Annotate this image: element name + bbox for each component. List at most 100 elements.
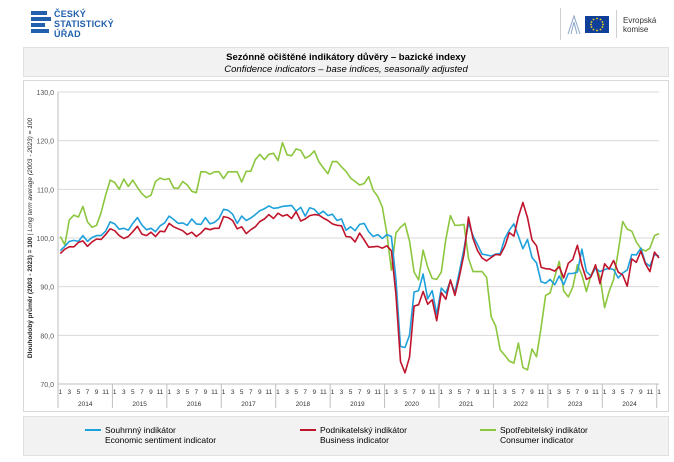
y-tick-label: 80,0 [40,333,54,340]
x-tick-label: 11 [538,389,545,396]
x-tick-label: 7 [521,389,525,396]
x-tick-label: 11 [266,389,273,396]
x-tick-label: 1 [58,389,62,396]
x-tick-label: 1 [331,389,335,396]
x-tick-label: 5 [403,389,407,396]
x-tick-label: 3 [449,389,453,396]
x-tick-label: 5 [185,389,189,396]
page-header: ČESKÝ STATISTICKÝ ÚŘAD Evropská komise [0,0,674,44]
year-label: 2018 [296,401,311,408]
x-tick-label: 9 [149,389,153,396]
x-tick-label: 7 [195,389,199,396]
x-tick-label: 5 [458,389,462,396]
x-tick-label: 5 [512,389,516,396]
y-axis-title-en: | Long term average (2003 - 2023) = 100 [27,118,34,237]
x-tick-label: 9 [639,389,643,396]
y-tick-label: 120,0 [36,139,54,146]
chart-title-cs: Sezónně očištěné indikátory důvěry – baz… [226,52,466,63]
x-tick-label: 3 [176,389,180,396]
x-tick-label: 7 [358,389,362,396]
y-axis-title-cs: Dlouhodobý průměr (2003 - 2023) = 100 [26,237,34,359]
x-tick-label: 3 [503,389,507,396]
legend-swatch [85,429,101,431]
x-tick-label: 1 [276,389,280,396]
x-tick-label: 9 [585,389,589,396]
x-tick-label: 11 [320,389,327,396]
x-tick-label: 7 [140,389,144,396]
y-tick-label: 110,0 [37,187,54,194]
x-tick-label: 3 [340,389,344,396]
x-tick-label: 7 [412,389,416,396]
x-tick-label: 1 [603,389,607,396]
x-tick-label: 7 [249,389,253,396]
x-tick-label: 9 [367,389,371,396]
legend-item-economic-sentiment: Souhrnný indikátor Economic sentiment in… [85,425,216,445]
x-tick-label: 11 [374,389,381,396]
x-tick-label: 5 [131,389,135,396]
y-tick-label: 130,0 [36,90,54,97]
y-tick-label: 70,0 [40,382,54,389]
year-label: 2022 [513,401,528,408]
x-tick-label: 3 [612,389,616,396]
eu-flag-icon [585,16,609,33]
year-label: 2023 [568,401,583,408]
x-tick-label: 3 [122,389,126,396]
x-tick-label: 3 [231,389,235,396]
x-tick-label: 7 [630,389,634,396]
year-label: 2014 [78,401,93,408]
legend-swatch [300,429,316,431]
y-axis-title: Dlouhodobý průměr (2003 - 2023) = 100 | … [26,118,34,359]
y-tick-label: 90,0 [40,285,54,292]
x-tick-label: 11 [483,389,490,396]
year-label: 2020 [405,401,420,408]
legend-item-consumer: Spotřebitelský indikátor Consumer indica… [480,425,588,445]
x-tick-label: 7 [86,389,90,396]
x-tick-label: 7 [303,389,307,396]
x-tick-label: 5 [240,389,244,396]
x-tick-label: 1 [548,389,552,396]
x-tick-label: 9 [476,389,480,396]
legend-item-business: Podnikatelský indikátor Business indicat… [300,425,407,445]
x-tick-label: 3 [557,389,561,396]
series-line-2 [59,141,660,371]
y-tick-label: 100,0 [36,236,54,243]
czso-wordmark: ČESKÝ STATISTICKÝ ÚŘAD [54,9,114,39]
x-tick-label: 5 [621,389,625,396]
x-tick-label: 11 [211,389,218,396]
x-tick-label: 1 [113,389,117,396]
chart-title-en: Confidence indicators – base indices, se… [224,64,468,75]
x-tick-label: 7 [576,389,580,396]
x-tick-label: 7 [467,389,471,396]
year-label: 2024 [622,401,637,408]
x-tick-label: 5 [349,389,353,396]
x-tick-label: 1 [439,389,443,396]
x-tick-label: 9 [530,389,534,396]
year-label: 2016 [187,401,202,408]
series-line-0 [59,204,660,349]
chart-frame [23,80,669,412]
european-commission-logo-icon [560,8,617,40]
x-tick-label: 1 [222,389,226,396]
year-label: 2021 [459,401,474,408]
x-tick-label: 5 [566,389,570,396]
x-tick-label: 9 [421,389,425,396]
x-tick-label: 1 [167,389,171,396]
x-tick-label: 3 [285,389,289,396]
x-tick-label: 11 [157,389,164,396]
x-tick-label: 9 [258,389,262,396]
x-tick-label: 3 [68,389,72,396]
european-commission-wordmark: Evropská komise [623,16,657,34]
x-tick-label: 1 [385,389,389,396]
x-tick-label: 11 [647,389,654,396]
x-tick-label: 1 [494,389,498,396]
x-tick-label: 11 [592,389,599,396]
x-tick-label: 9 [204,389,208,396]
chart-legend: Souhrnný indikátor Economic sentiment in… [23,416,669,456]
legend-swatch [480,429,496,431]
year-label: 2019 [350,401,365,408]
x-tick-label: 9 [95,389,99,396]
series-line-1 [59,201,660,374]
x-tick-label: 3 [394,389,398,396]
chart-title-bar: Sezónně očištěné indikátory důvěry – baz… [23,47,669,77]
